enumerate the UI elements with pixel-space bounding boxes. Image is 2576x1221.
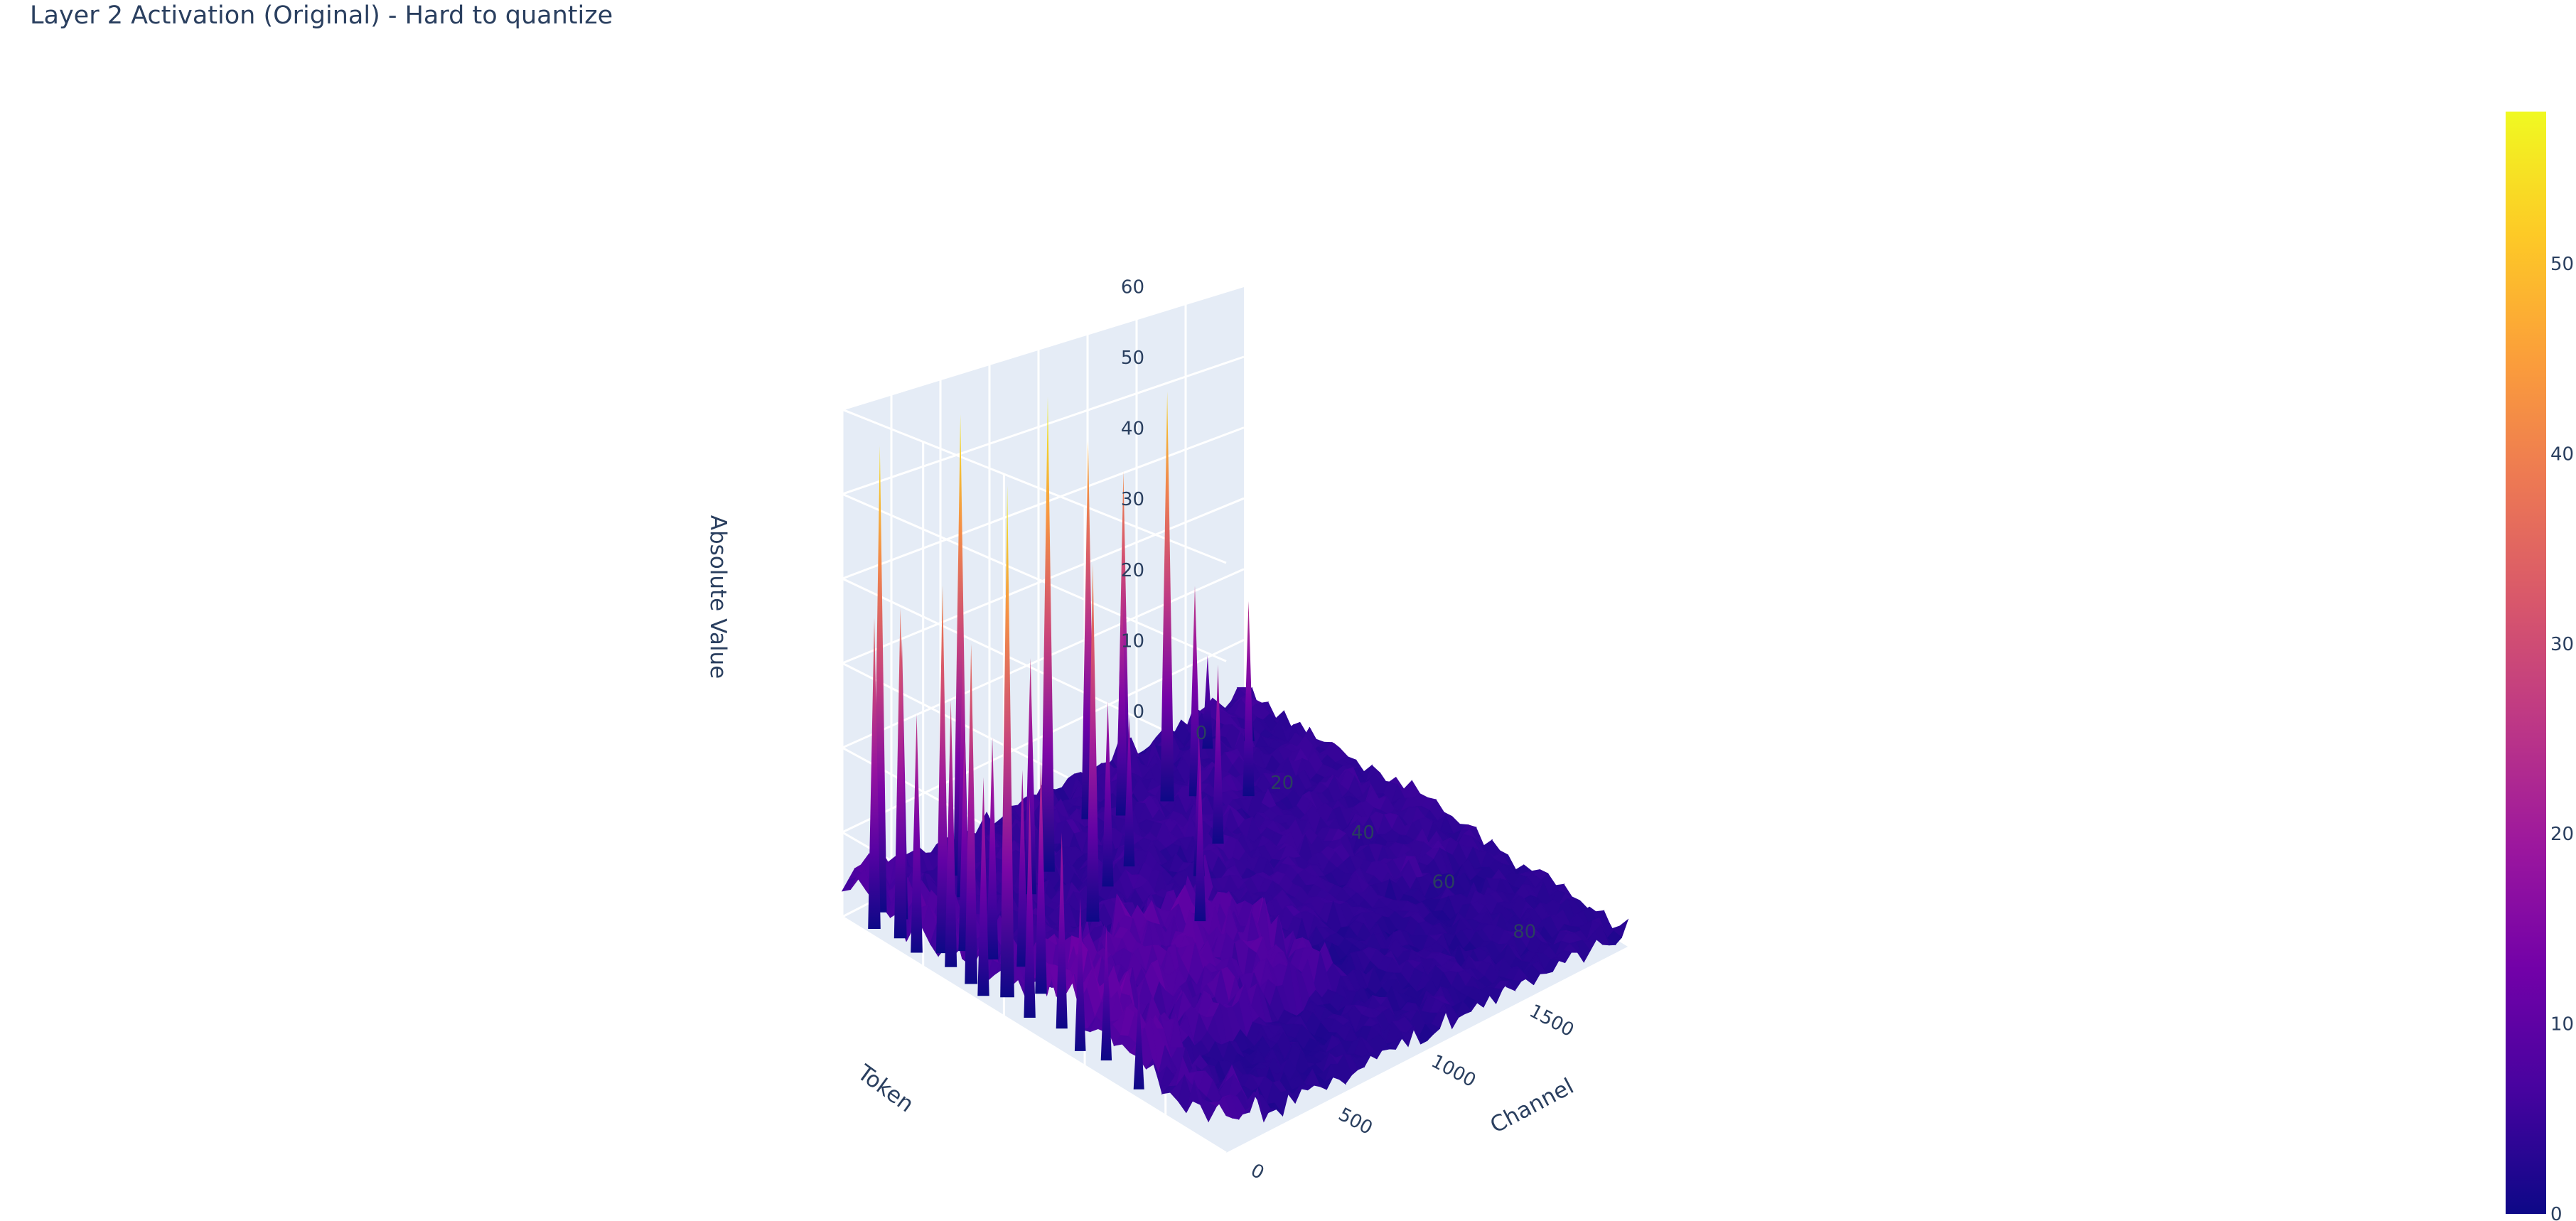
surface-peak [1074, 898, 1086, 1051]
surface-peak [1035, 758, 1047, 994]
surface-peak [1086, 563, 1100, 922]
colorbar-gradient [2506, 112, 2546, 1214]
channel-tick-label: 0 [1247, 1160, 1267, 1184]
surface-peak [986, 737, 999, 959]
surface-peak [1160, 391, 1174, 802]
token-tick-label: 60 [1432, 872, 1456, 893]
token-tick-label: 0 [1196, 723, 1208, 744]
surface-peak [1056, 832, 1068, 1029]
grid-z-50 [842, 355, 1245, 495]
surface-peak [1243, 601, 1255, 797]
surface-peak [1041, 397, 1055, 872]
surface-peak [1194, 756, 1206, 922]
grid-z-50 [842, 493, 1227, 662]
z-tick-label: 30 [1121, 489, 1144, 510]
token-tick-label: 40 [1351, 822, 1375, 844]
surface-peak [1102, 701, 1114, 887]
surface-peak [1100, 925, 1112, 1061]
colorbar-tick-label: 30 [2550, 634, 2574, 655]
surface-peak [977, 777, 989, 996]
token-tick-label: 80 [1513, 922, 1536, 943]
chart-title: Layer 2 Activation (Original) - Hard to … [30, 1, 613, 30]
grid-z-60 [842, 408, 1227, 564]
token-axis-title: Token [852, 1060, 918, 1118]
z-axis-title: Absolute Value [705, 515, 731, 679]
colorbar-tick-label: 40 [2550, 443, 2574, 465]
grid-z-60 [842, 284, 1245, 411]
colorbar-tick-label: 10 [2550, 1014, 2574, 1036]
z-tick-label: 10 [1121, 630, 1144, 652]
z-tick-label: 20 [1121, 560, 1144, 581]
token-tick-label: 20 [1270, 773, 1294, 794]
surface-peak [1212, 665, 1224, 844]
colorbar: 0 10 20 30 40 50 [2506, 112, 2574, 1221]
channel-tick-label: 500 [1335, 1104, 1376, 1139]
surface-peak [1115, 578, 1128, 816]
surface-peak [1188, 586, 1201, 797]
surface-peak [935, 585, 950, 954]
grid-z-20 [842, 568, 1245, 749]
surface-peak [868, 618, 881, 929]
surface-peak [965, 643, 978, 984]
surface-peak [1202, 655, 1213, 749]
surface-peak [1024, 796, 1036, 1018]
channel-tick-label: 1000 [1428, 1050, 1480, 1092]
surface-peak [911, 714, 923, 953]
z-tick-label: 0 [1132, 701, 1144, 723]
surface-peak [1000, 485, 1014, 998]
surface-peak [893, 608, 907, 939]
channel-axis-title: Channel [1486, 1073, 1578, 1139]
surface-peak [1016, 770, 1029, 967]
surface-peak [945, 700, 957, 967]
surface-peak [1024, 657, 1037, 895]
grid-z-0 [842, 915, 1227, 1154]
colorbar-tick-label: 50 [2550, 254, 2574, 275]
surface-cell [1217, 1097, 1233, 1119]
surface-mesh [841, 391, 1629, 1123]
colorbar-tick-label: 20 [2550, 824, 2574, 845]
surface-peak [1123, 716, 1135, 867]
channel-tick-label: 1500 [1526, 1001, 1578, 1042]
grid-z-40 [842, 426, 1245, 580]
z-tick-label: 50 [1121, 348, 1144, 369]
z-tick-label: 60 [1121, 276, 1144, 298]
z-tick-label: 40 [1121, 419, 1144, 440]
colorbar-tick-label: 0 [2550, 1204, 2562, 1221]
surface-peak [1133, 989, 1144, 1090]
